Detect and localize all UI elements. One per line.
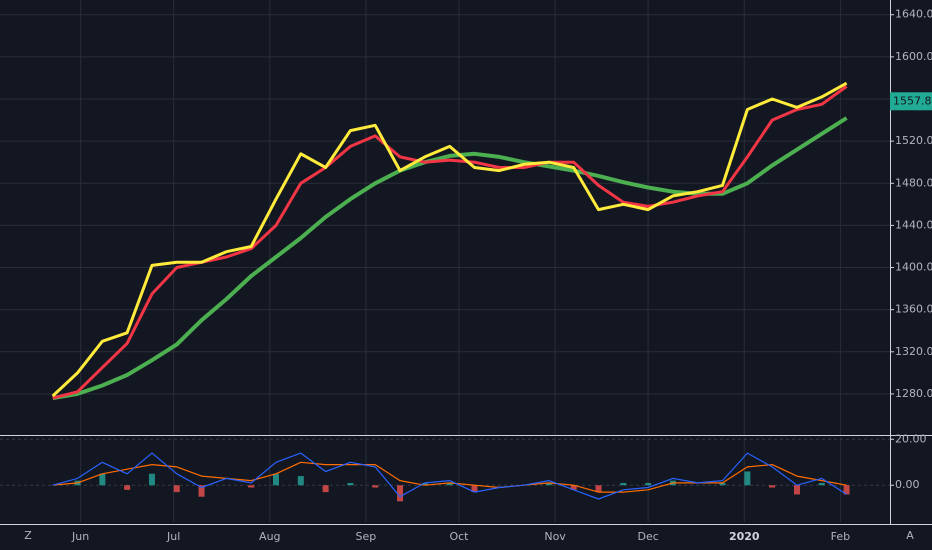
y-tick-label: 1520.00 [895, 134, 932, 147]
x-tick-label: Oct [449, 530, 469, 543]
histogram-bar [446, 482, 453, 486]
histogram-bar [471, 485, 478, 493]
histogram-bar [372, 485, 379, 488]
y-tick-label: 1440.00 [895, 218, 932, 231]
y-tick-label: 1480.00 [895, 176, 932, 189]
histogram-bar [272, 473, 279, 486]
plot [51, 81, 848, 401]
y-tick-label: 20.00 [895, 432, 927, 445]
histogram-bar [595, 485, 602, 493]
x-tick-label: Nov [544, 530, 566, 543]
histogram-bar [198, 485, 205, 497]
histogram-bar [818, 482, 825, 486]
histogram-bar [769, 485, 776, 488]
histogram-bar [421, 482, 428, 486]
histogram-bar [719, 482, 726, 486]
histogram-bar [545, 482, 552, 486]
y-tick-label: 1400.00 [895, 261, 932, 274]
price-tag-label: 1557.84 [893, 94, 932, 107]
x-tick-label: Feb [831, 530, 850, 543]
x-tick-label: Sep [356, 530, 377, 543]
histogram-bar [347, 482, 354, 486]
price-tag [890, 92, 932, 111]
histogram-bar [570, 485, 577, 490]
button[interactable]: A [906, 529, 914, 542]
line [52, 85, 848, 400]
x-tick-label: Dec [637, 530, 658, 543]
histogram-bar [744, 471, 751, 486]
y-tick-label: 0.00 [895, 478, 920, 491]
histogram-bar [397, 485, 404, 502]
y-tick-label: 1600.00 [895, 50, 932, 63]
button[interactable]: Z [24, 529, 32, 542]
histogram-bar [173, 485, 180, 493]
histogram-bar [793, 485, 800, 495]
histogram-bar [99, 473, 106, 486]
y-tick-label: 1360.00 [895, 303, 932, 316]
histogram-bar [620, 482, 627, 486]
line [52, 452, 847, 500]
plot [52, 452, 850, 502]
y-tick-label: 1320.00 [895, 345, 932, 358]
line [52, 461, 847, 493]
x-tick-label: Jun [71, 530, 89, 543]
x-tick-label: Aug [259, 530, 280, 543]
y-tick-label: 1640.00 [895, 8, 932, 21]
line [51, 81, 848, 398]
x-tick-label: Jul [166, 530, 180, 543]
y-tick-label: 1280.00 [895, 387, 932, 400]
histogram-bar [248, 485, 255, 488]
histogram-bar [124, 485, 131, 490]
histogram-bar [645, 482, 652, 486]
histogram-bar [843, 485, 850, 495]
histogram-bar [148, 473, 155, 486]
histogram-bar [297, 476, 304, 486]
histogram-bar [322, 485, 329, 493]
x-tick-label: 2020 [729, 530, 760, 543]
